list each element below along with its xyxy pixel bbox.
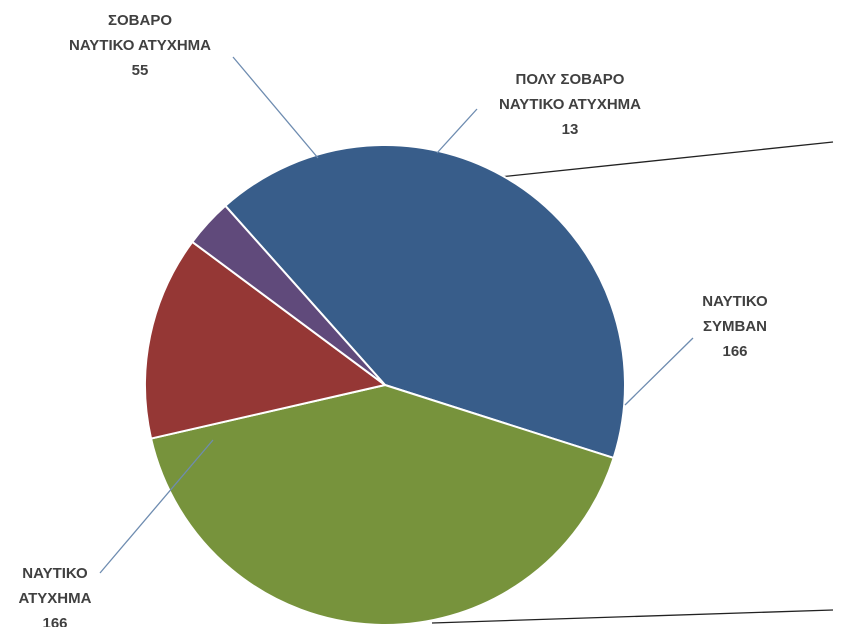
data-label-line: ΣΥΜΒΑΝ <box>703 318 767 335</box>
data-label-naytiko-symvan: ΝΑΥΤΙΚΟ ΣΥΜΒΑΝ 166 <box>702 293 768 360</box>
data-label-line: ΝΑΥΤΙΚΟ <box>22 565 88 582</box>
data-label-value: 55 <box>132 62 149 79</box>
data-label-line: ΑΤΥΧΗΜΑ <box>19 590 92 607</box>
pie-slices <box>144 144 626 626</box>
data-label-line: ΝΑΥΤΙΚΟ <box>702 293 768 310</box>
data-label-value: 166 <box>42 615 67 627</box>
data-label-line: ΠΟΛΥ ΣΟΒΑΡΟ <box>516 71 625 88</box>
data-label-line: ΝΑΥΤΙΚΟ ΑΤΥΧΗΜΑ <box>69 37 211 54</box>
data-label-line: ΝΑΥΤΙΚΟ ΑΤΥΧΗΜΑ <box>499 96 641 113</box>
data-label-line: ΣΟΒΑΡΟ <box>108 12 172 29</box>
leader-lines <box>99 56 694 574</box>
data-labels: ΝΑΥΤΙΚΟ ΣΥΜΒΑΝ 166 ΝΑΥΤΙΚΟ ΑΤΥΧΗΜΑ 166 ΣΟΒΑΡΟ Ν… <box>19 12 769 632</box>
pie-slice-poly-sovaro-naytiko-atyxima <box>191 204 386 386</box>
data-label-naytiko-atyxima: ΝΑΥΤΙΚΟ ΑΤΥΧΗΜΑ 166 <box>19 565 92 627</box>
leader-line-sovaro-naytiko-atyxima <box>232 56 319 159</box>
leader-line-naytiko-atyxima <box>99 439 214 574</box>
connector-line-bottom <box>431 609 834 624</box>
leader-line-poly-sovaro-naytiko-atyxima <box>436 108 478 154</box>
pie-slice-sovaro-naytiko-atyxima <box>144 240 386 440</box>
pie-slice-naytiko-atyxima <box>150 384 615 626</box>
leader-line-naytiko-symvan <box>624 337 694 406</box>
data-label-value: 13 <box>562 121 579 138</box>
data-label-sovaro-naytiko-atyxima: ΣΟΒΑΡΟ ΝΑΥΤΙΚΟ ΑΤΥΧΗΜΑ 55 <box>69 12 211 79</box>
pie-slice-naytiko-symvan <box>224 144 626 459</box>
data-label-poly-sovaro-naytiko-atyxima: ΠΟΛΥ ΣΟΒΑΡΟ ΝΑΥΤΙΚΟ ΑΤΥΧΗΜΑ 13 <box>499 71 641 138</box>
data-label-value: 166 <box>722 343 747 360</box>
